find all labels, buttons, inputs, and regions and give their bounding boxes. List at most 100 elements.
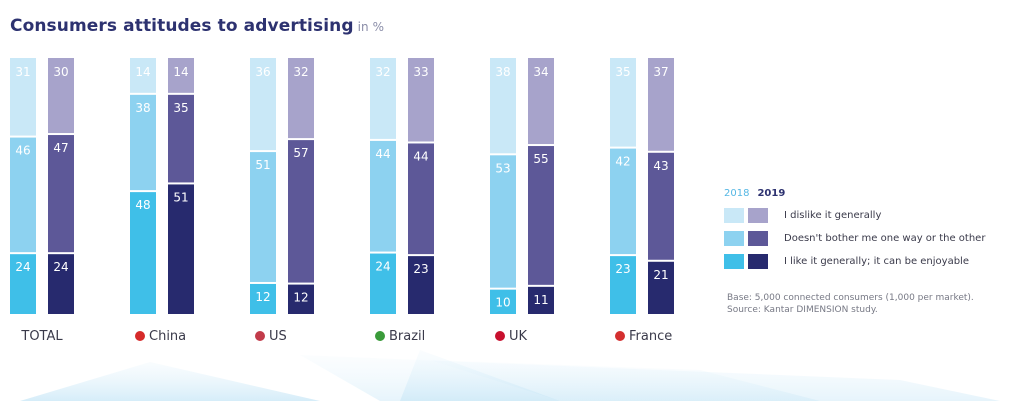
category-label: US <box>269 329 287 344</box>
legend-year-2019: 2019 <box>757 188 786 199</box>
bar-segment-china-2019-s0 <box>168 58 194 93</box>
bar-value-label: 33 <box>413 65 428 79</box>
bar-value-label: 23 <box>615 262 630 276</box>
bar-value-label: 36 <box>255 65 270 79</box>
bar-segment-total-2018-s1 <box>10 137 36 253</box>
bar-value-label: 14 <box>135 65 150 79</box>
flag-icon <box>255 331 265 341</box>
category-label: Brazil <box>389 329 425 344</box>
category-us: US <box>255 329 287 344</box>
category-total: TOTAL <box>20 329 63 344</box>
bar-value-label: 31 <box>15 65 30 79</box>
legend-swatch-2018 <box>724 230 744 246</box>
legend-year-2018: 2018 <box>724 188 750 199</box>
bar-segment-brazil-2019-s0 <box>408 58 434 142</box>
bar-segment-uk-2018-s2 <box>490 289 516 314</box>
category-brazil: Brazil <box>375 329 425 344</box>
bar-value-label: 48 <box>135 198 150 212</box>
bar-segment-france-2019-s1 <box>648 152 674 260</box>
legend-label: I like it generally; it can be enjoyable <box>784 255 969 267</box>
chart-title: Consumers attitudes to advertising in % <box>10 16 384 36</box>
legend-item-neutral: Doesn't bother me one way or the other <box>724 230 985 246</box>
legend-label: Doesn't bother me one way or the other <box>784 232 986 244</box>
bar-segment-france-2018-s2 <box>610 256 636 314</box>
legend-item-like: I like it generally; it can be enjoyable <box>724 253 985 269</box>
bar-value-label: 32 <box>293 65 308 79</box>
bar-segment-france-2019-s0 <box>648 58 674 151</box>
bar-segment-china-2018-s2 <box>130 192 156 314</box>
legend: 2018 2019 I dislike it generally Doesn't … <box>724 188 985 276</box>
bar-segment-total-2019-s2 <box>48 254 74 314</box>
bar-value-label: 35 <box>173 101 188 115</box>
bar-value-label: 46 <box>15 144 30 158</box>
bar-value-label: 47 <box>53 141 68 155</box>
category-label: France <box>629 329 672 344</box>
legend-swatch-2019 <box>748 230 768 246</box>
category-label: UK <box>509 329 528 344</box>
bar-segment-china-2018-s1 <box>130 94 156 191</box>
legend-label: I dislike it generally <box>784 209 882 221</box>
bar-segment-uk-2019-s1 <box>528 146 554 285</box>
bar-value-label: 35 <box>615 65 630 79</box>
bar-value-label: 38 <box>135 101 150 115</box>
bar-value-label: 30 <box>53 65 68 79</box>
bar-value-label: 34 <box>533 65 548 79</box>
decorative-ray <box>430 360 820 401</box>
bar-value-label: 57 <box>293 146 308 160</box>
category-uk: UK <box>495 329 528 344</box>
bar-segment-us-2018-s1 <box>250 152 276 282</box>
legend-swatch-2018 <box>724 207 744 223</box>
bar-segment-total-2018-s0 <box>10 58 36 136</box>
bar-segment-brazil-2019-s2 <box>408 256 434 314</box>
bar-segment-brazil-2019-s1 <box>408 143 434 255</box>
bar-segment-france-2018-s0 <box>610 58 636 147</box>
decorative-rays <box>20 350 1000 401</box>
legend-swatch-2018 <box>724 253 744 269</box>
bar-segment-us-2019-s2 <box>288 284 314 314</box>
bar-value-label: 38 <box>495 65 510 79</box>
bar-segment-uk-2018-s1 <box>490 155 516 288</box>
category-labels: TOTAL China US Brazil UK France <box>20 329 672 344</box>
bar-segment-total-2019-s1 <box>48 135 74 253</box>
legend-years: 2018 2019 <box>724 188 985 199</box>
title-unit: in % <box>357 20 385 34</box>
category-label: China <box>149 329 186 344</box>
bars-layer: 31 46 24 30 47 24 14 38 48 14 35 51 36 51 12 32 57 12 32 44… <box>10 58 674 314</box>
legend-item-dislike: I dislike it generally <box>724 207 985 223</box>
flag-icon <box>135 331 145 341</box>
bar-segment-china-2018-s0 <box>130 58 156 93</box>
bar-segment-brazil-2018-s0 <box>370 58 396 139</box>
bar-segment-france-2018-s1 <box>610 148 636 255</box>
bar-value-label: 14 <box>173 65 188 79</box>
flag-icon <box>375 331 385 341</box>
bar-value-label: 21 <box>653 268 668 282</box>
bar-segment-total-2019-s0 <box>48 58 74 134</box>
bar-segment-uk-2019-s0 <box>528 58 554 145</box>
bar-segment-china-2019-s2 <box>168 184 194 314</box>
bar-segment-us-2018-s2 <box>250 283 276 314</box>
bar-value-label: 23 <box>413 262 428 276</box>
bar-segment-uk-2019-s2 <box>528 286 554 314</box>
category-china: China <box>135 329 186 344</box>
bar-value-label: 51 <box>173 190 188 204</box>
bar-segment-total-2018-s2 <box>10 254 36 314</box>
bar-segment-uk-2018-s0 <box>490 58 516 154</box>
bar-value-label: 24 <box>375 260 390 274</box>
bar-value-label: 51 <box>255 158 270 172</box>
flag-icon <box>495 331 505 341</box>
bar-segment-brazil-2018-s1 <box>370 140 396 252</box>
bar-value-label: 12 <box>293 291 308 305</box>
bar-segment-us-2019-s1 <box>288 140 314 283</box>
bar-segment-france-2019-s2 <box>648 261 674 314</box>
bar-value-label: 24 <box>53 260 68 274</box>
bar-segment-china-2019-s1 <box>168 94 194 183</box>
bar-segment-us-2018-s0 <box>250 58 276 151</box>
bar-value-label: 53 <box>495 161 510 175</box>
bar-value-label: 44 <box>413 149 428 163</box>
bar-value-label: 12 <box>255 290 270 304</box>
chart-notes: Base: 5,000 connected consumers (1,000 p… <box>727 292 974 316</box>
decorative-ray <box>20 362 320 401</box>
bar-value-label: 24 <box>15 260 30 274</box>
bar-value-label: 10 <box>495 296 510 310</box>
bar-segment-us-2019-s0 <box>288 58 314 139</box>
